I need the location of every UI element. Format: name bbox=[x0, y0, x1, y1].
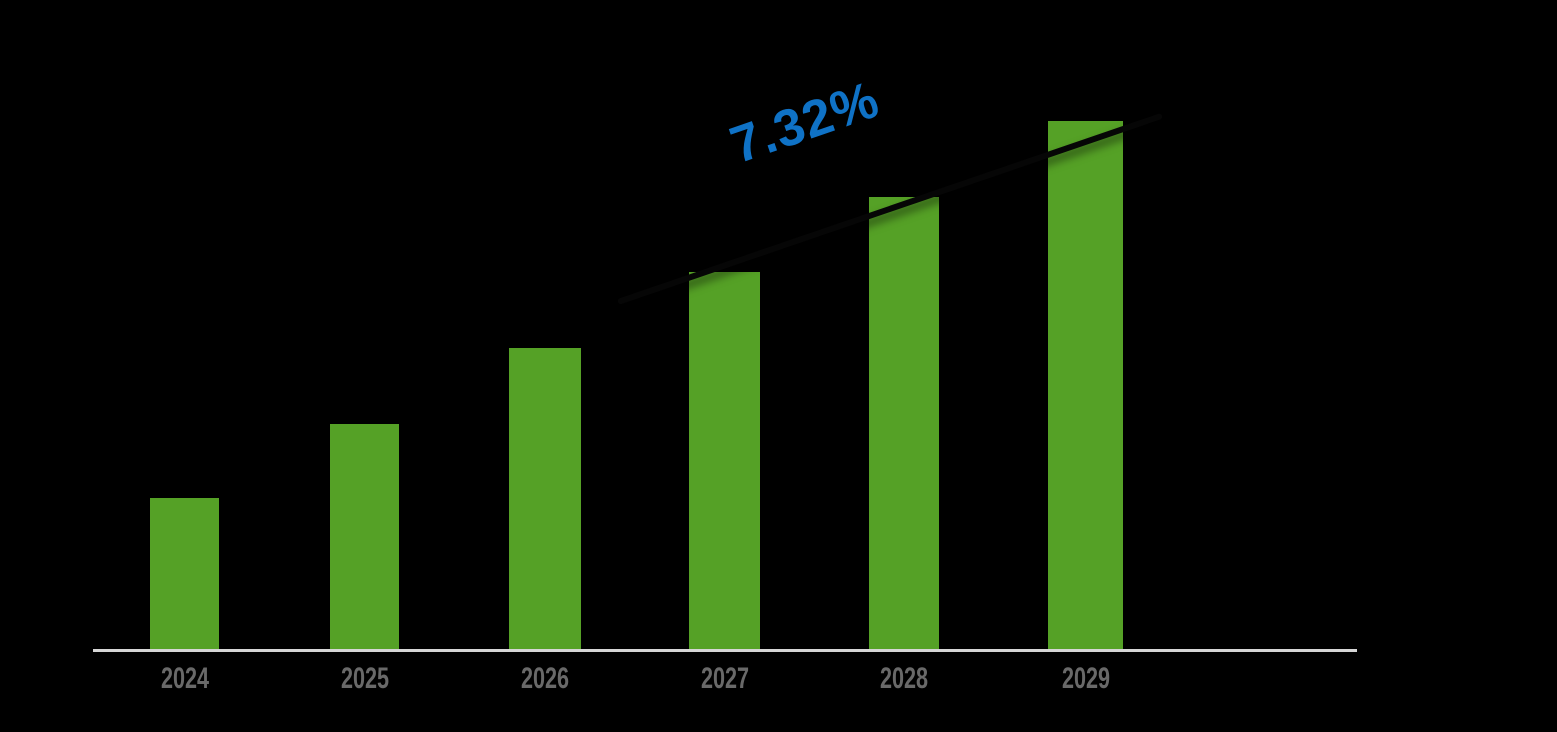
x-axis-label-2025: 2025 bbox=[340, 662, 389, 695]
x-axis-label-2026: 2026 bbox=[520, 662, 570, 695]
bar-2027 bbox=[689, 272, 760, 651]
growth-rate-text: 7.32% bbox=[723, 70, 887, 175]
growth-rate-annotation: 7.32% bbox=[723, 70, 887, 175]
x-axis-label-2029: 2029 bbox=[1061, 662, 1110, 695]
x-axis-label-2024: 2024 bbox=[160, 662, 209, 695]
bar-2025 bbox=[330, 424, 399, 651]
bar-2024 bbox=[150, 498, 219, 651]
x-axis-line bbox=[93, 649, 1357, 652]
bar-2026 bbox=[509, 348, 581, 651]
x-axis-label-2028: 2028 bbox=[879, 662, 929, 695]
x-axis-label-2027: 2027 bbox=[700, 662, 749, 695]
bar-2028 bbox=[869, 197, 939, 651]
bar-2029 bbox=[1048, 121, 1123, 651]
